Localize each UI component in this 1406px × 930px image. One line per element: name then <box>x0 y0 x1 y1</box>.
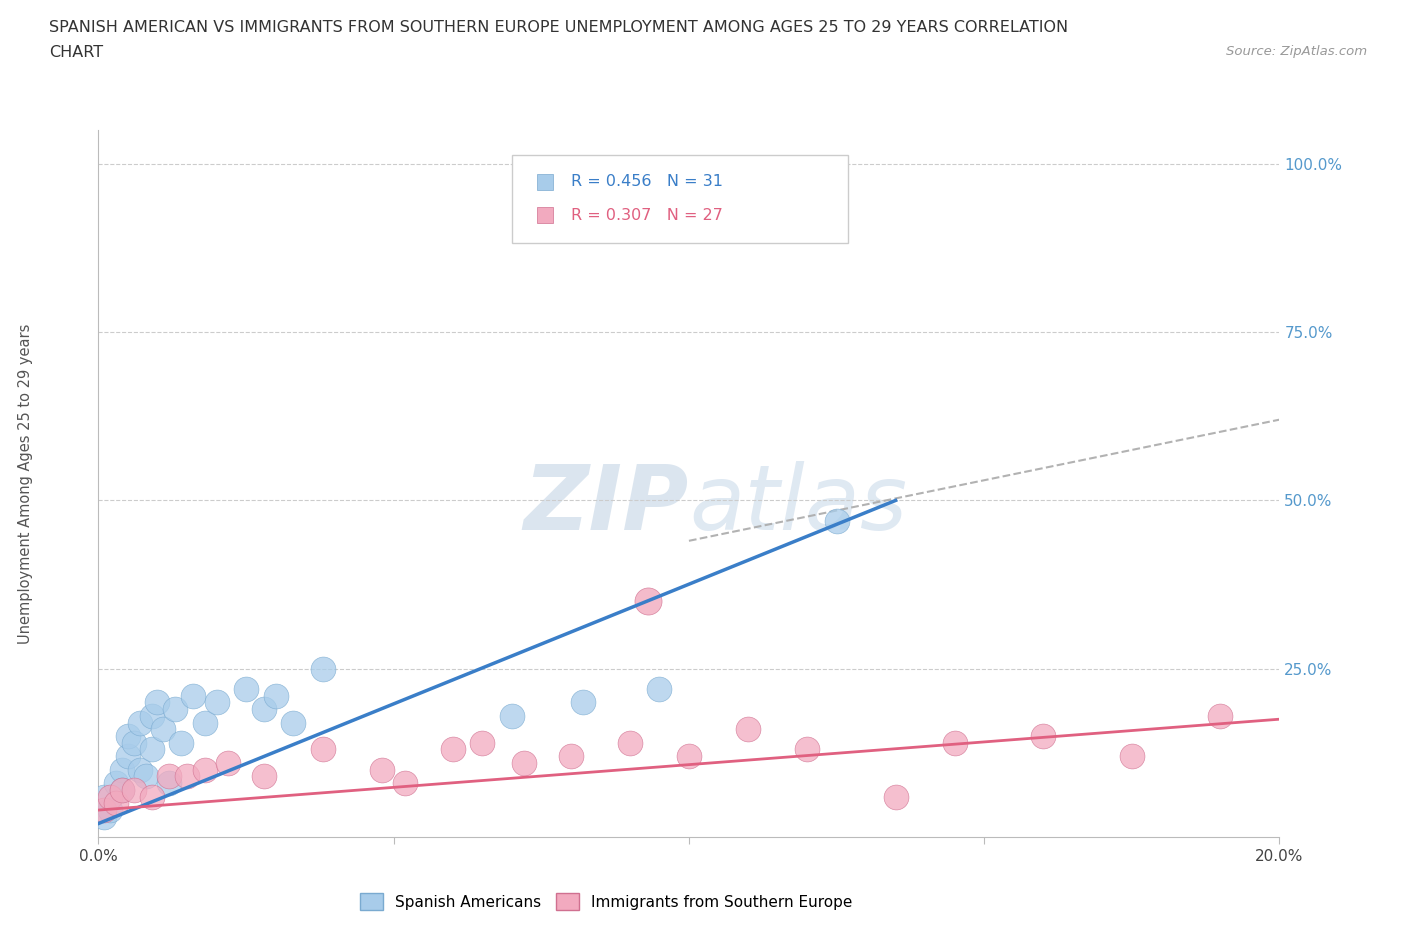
Point <box>1121 749 1143 764</box>
Point <box>157 769 180 784</box>
Text: ZIP: ZIP <box>523 460 689 549</box>
Point <box>371 763 394 777</box>
Point <box>98 790 121 804</box>
Point <box>1209 709 1232 724</box>
Point <box>181 688 204 703</box>
Point <box>512 755 534 770</box>
Point <box>264 688 287 703</box>
Point <box>737 722 759 737</box>
Point <box>501 709 523 724</box>
Point <box>205 695 228 710</box>
Point <box>165 701 187 716</box>
Point <box>122 782 145 797</box>
FancyBboxPatch shape <box>512 155 848 244</box>
Legend: Spanish Americans, Immigrants from Southern Europe: Spanish Americans, Immigrants from South… <box>354 887 859 916</box>
Point <box>152 722 174 737</box>
Point <box>796 742 818 757</box>
Point <box>141 709 163 724</box>
Point <box>648 682 671 697</box>
Point <box>111 782 134 797</box>
Point <box>1032 728 1054 743</box>
Point <box>111 782 134 797</box>
Point <box>441 742 464 757</box>
Point <box>312 742 335 757</box>
Point <box>253 701 276 716</box>
Point <box>394 776 416 790</box>
Point <box>93 809 115 824</box>
Point <box>825 513 848 528</box>
Point <box>571 695 593 710</box>
Point <box>471 736 494 751</box>
Point <box>128 763 150 777</box>
Point <box>135 769 157 784</box>
Text: Source: ZipAtlas.com: Source: ZipAtlas.com <box>1226 45 1367 58</box>
Point <box>93 790 115 804</box>
Point <box>312 661 335 676</box>
Point <box>619 736 641 751</box>
Point <box>194 763 217 777</box>
Point <box>117 749 139 764</box>
Point <box>678 749 700 764</box>
Point <box>235 682 257 697</box>
Point <box>122 736 145 751</box>
Text: Unemployment Among Ages 25 to 29 years: Unemployment Among Ages 25 to 29 years <box>18 324 32 644</box>
Text: SPANISH AMERICAN VS IMMIGRANTS FROM SOUTHERN EUROPE UNEMPLOYMENT AMONG AGES 25 T: SPANISH AMERICAN VS IMMIGRANTS FROM SOUT… <box>49 20 1069 35</box>
Point <box>93 803 115 817</box>
Text: R = 0.307   N = 27: R = 0.307 N = 27 <box>571 207 723 222</box>
Point <box>146 695 169 710</box>
Point <box>217 755 239 770</box>
Point <box>117 728 139 743</box>
Text: R = 0.456   N = 31: R = 0.456 N = 31 <box>571 174 723 190</box>
Point <box>141 742 163 757</box>
Point <box>560 749 582 764</box>
Point <box>943 736 966 751</box>
Point <box>884 790 907 804</box>
Point <box>157 776 180 790</box>
Text: atlas: atlas <box>689 460 907 549</box>
Point <box>105 776 128 790</box>
Point <box>141 790 163 804</box>
Point <box>194 715 217 730</box>
Point <box>170 736 193 751</box>
Point <box>128 715 150 730</box>
Point <box>98 803 121 817</box>
Point <box>283 715 305 730</box>
Text: CHART: CHART <box>49 45 103 60</box>
Point <box>105 796 128 811</box>
Point <box>111 763 134 777</box>
Point <box>637 594 659 609</box>
Point <box>253 769 276 784</box>
Point <box>176 769 198 784</box>
